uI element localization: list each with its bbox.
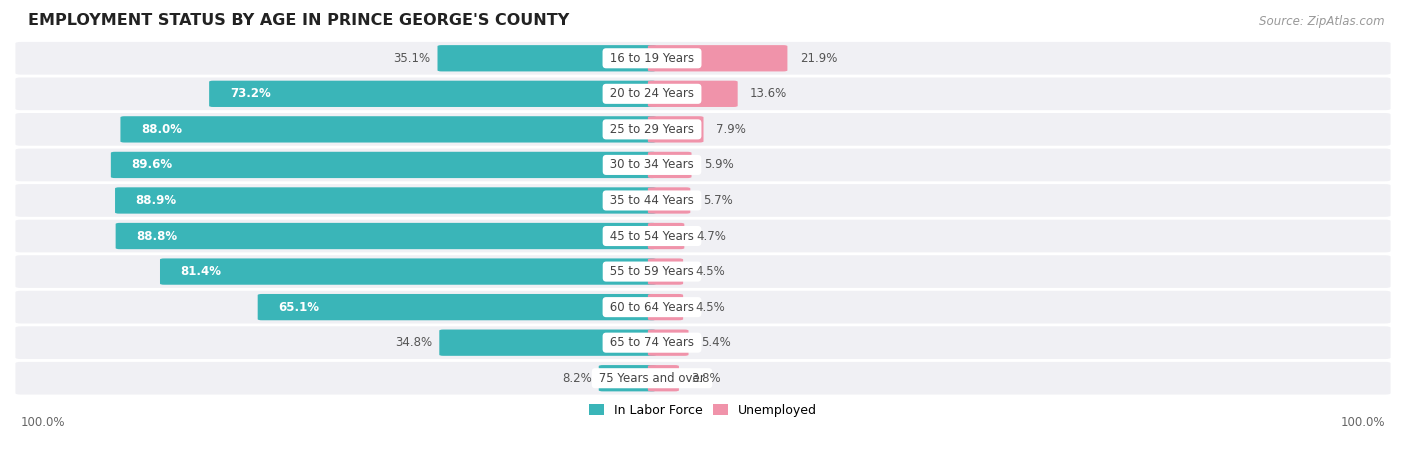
FancyBboxPatch shape (257, 294, 657, 320)
FancyBboxPatch shape (648, 365, 679, 392)
Text: 5.4%: 5.4% (702, 336, 731, 349)
FancyBboxPatch shape (15, 291, 1391, 324)
FancyBboxPatch shape (648, 116, 703, 143)
Text: 65 to 74 Years: 65 to 74 Years (606, 336, 697, 349)
FancyBboxPatch shape (648, 223, 685, 249)
Text: 34.8%: 34.8% (395, 336, 433, 349)
FancyBboxPatch shape (115, 223, 657, 249)
FancyBboxPatch shape (648, 45, 787, 72)
FancyBboxPatch shape (15, 220, 1391, 252)
FancyBboxPatch shape (648, 329, 689, 356)
FancyBboxPatch shape (15, 42, 1391, 75)
FancyBboxPatch shape (160, 258, 657, 285)
FancyBboxPatch shape (209, 81, 657, 107)
FancyBboxPatch shape (648, 187, 690, 214)
FancyBboxPatch shape (15, 362, 1391, 395)
Text: 4.5%: 4.5% (696, 301, 725, 314)
FancyBboxPatch shape (15, 184, 1391, 217)
FancyBboxPatch shape (648, 152, 692, 178)
Text: 3.8%: 3.8% (692, 372, 721, 385)
Text: 5.9%: 5.9% (704, 158, 734, 171)
Text: 100.0%: 100.0% (21, 415, 66, 428)
FancyBboxPatch shape (111, 152, 657, 178)
FancyBboxPatch shape (439, 329, 657, 356)
FancyBboxPatch shape (15, 77, 1391, 110)
Text: 81.4%: 81.4% (180, 265, 222, 278)
Text: 16 to 19 Years: 16 to 19 Years (606, 52, 697, 65)
Text: 88.9%: 88.9% (136, 194, 177, 207)
FancyBboxPatch shape (599, 365, 657, 392)
Text: Source: ZipAtlas.com: Source: ZipAtlas.com (1260, 15, 1385, 28)
Text: 65.1%: 65.1% (278, 301, 319, 314)
Text: 13.6%: 13.6% (749, 87, 787, 100)
Text: EMPLOYMENT STATUS BY AGE IN PRINCE GEORGE'S COUNTY: EMPLOYMENT STATUS BY AGE IN PRINCE GEORG… (28, 13, 569, 28)
FancyBboxPatch shape (121, 116, 657, 143)
Text: 7.9%: 7.9% (716, 123, 745, 136)
Text: 55 to 59 Years: 55 to 59 Years (606, 265, 697, 278)
Text: 88.0%: 88.0% (141, 123, 183, 136)
Text: 73.2%: 73.2% (229, 87, 270, 100)
Text: 88.8%: 88.8% (136, 230, 177, 243)
FancyBboxPatch shape (15, 255, 1391, 288)
Text: 60 to 64 Years: 60 to 64 Years (606, 301, 697, 314)
Text: 20 to 24 Years: 20 to 24 Years (606, 87, 697, 100)
FancyBboxPatch shape (15, 148, 1391, 181)
Text: 100.0%: 100.0% (1340, 415, 1385, 428)
FancyBboxPatch shape (15, 326, 1391, 359)
FancyBboxPatch shape (648, 294, 683, 320)
Text: 30 to 34 Years: 30 to 34 Years (606, 158, 697, 171)
Text: 35.1%: 35.1% (394, 52, 430, 65)
Legend: In Labor Force, Unemployed: In Labor Force, Unemployed (583, 399, 823, 422)
Text: 21.9%: 21.9% (800, 52, 837, 65)
Text: 75 Years and over: 75 Years and over (595, 372, 709, 385)
FancyBboxPatch shape (648, 81, 738, 107)
FancyBboxPatch shape (15, 113, 1391, 146)
Text: 25 to 29 Years: 25 to 29 Years (606, 123, 697, 136)
Text: 5.7%: 5.7% (703, 194, 733, 207)
Text: 4.7%: 4.7% (697, 230, 727, 243)
FancyBboxPatch shape (437, 45, 657, 72)
FancyBboxPatch shape (115, 187, 657, 214)
Text: 89.6%: 89.6% (132, 158, 173, 171)
FancyBboxPatch shape (648, 258, 683, 285)
Text: 4.5%: 4.5% (696, 265, 725, 278)
Text: 8.2%: 8.2% (562, 372, 592, 385)
Text: 35 to 44 Years: 35 to 44 Years (606, 194, 697, 207)
Text: 45 to 54 Years: 45 to 54 Years (606, 230, 697, 243)
